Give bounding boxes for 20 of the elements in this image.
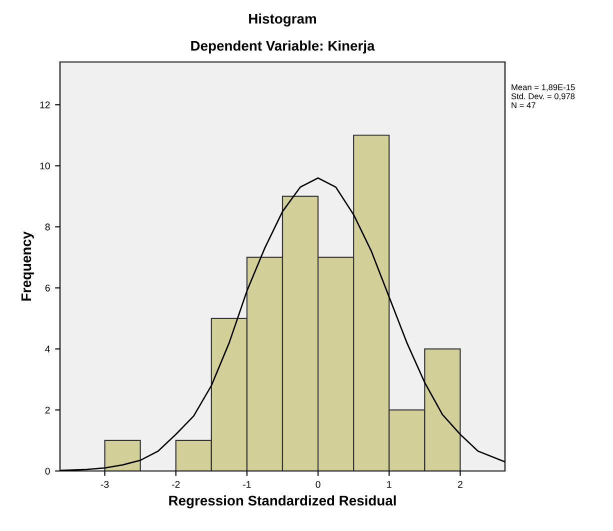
x-tick-label: 0 — [316, 480, 320, 488]
x-tick-label: -1 — [243, 481, 251, 488]
y-tick-label: 10 — [40, 162, 50, 170]
text: Std. Dev. = 0,978 — [511, 93, 575, 100]
chart-subtitle: Dependent Variable: Kinerja — [191, 40, 375, 54]
chart-title: Histogram — [249, 13, 316, 27]
y-tick-label: 0 — [45, 468, 50, 475]
text: N = 47 — [512, 102, 536, 108]
x-tick-label: -3 — [100, 480, 109, 488]
y-tick-label: 12 — [40, 101, 50, 108]
x-axis-title: Regression Standardized Residual — [169, 495, 396, 508]
x-tick-label: 1 — [387, 481, 392, 488]
y-tick-label: 4 — [45, 346, 50, 352]
y-axis-title: Frequency — [21, 231, 34, 301]
x-tick-label: -2 — [172, 480, 180, 488]
y-tick-label: 6 — [45, 284, 50, 292]
x-tick-label: 2 — [458, 480, 462, 488]
text: Mean = 1,89E-15 — [512, 84, 575, 92]
y-tick-label: 2 — [45, 406, 50, 414]
y-tick-label: 8 — [45, 224, 50, 230]
